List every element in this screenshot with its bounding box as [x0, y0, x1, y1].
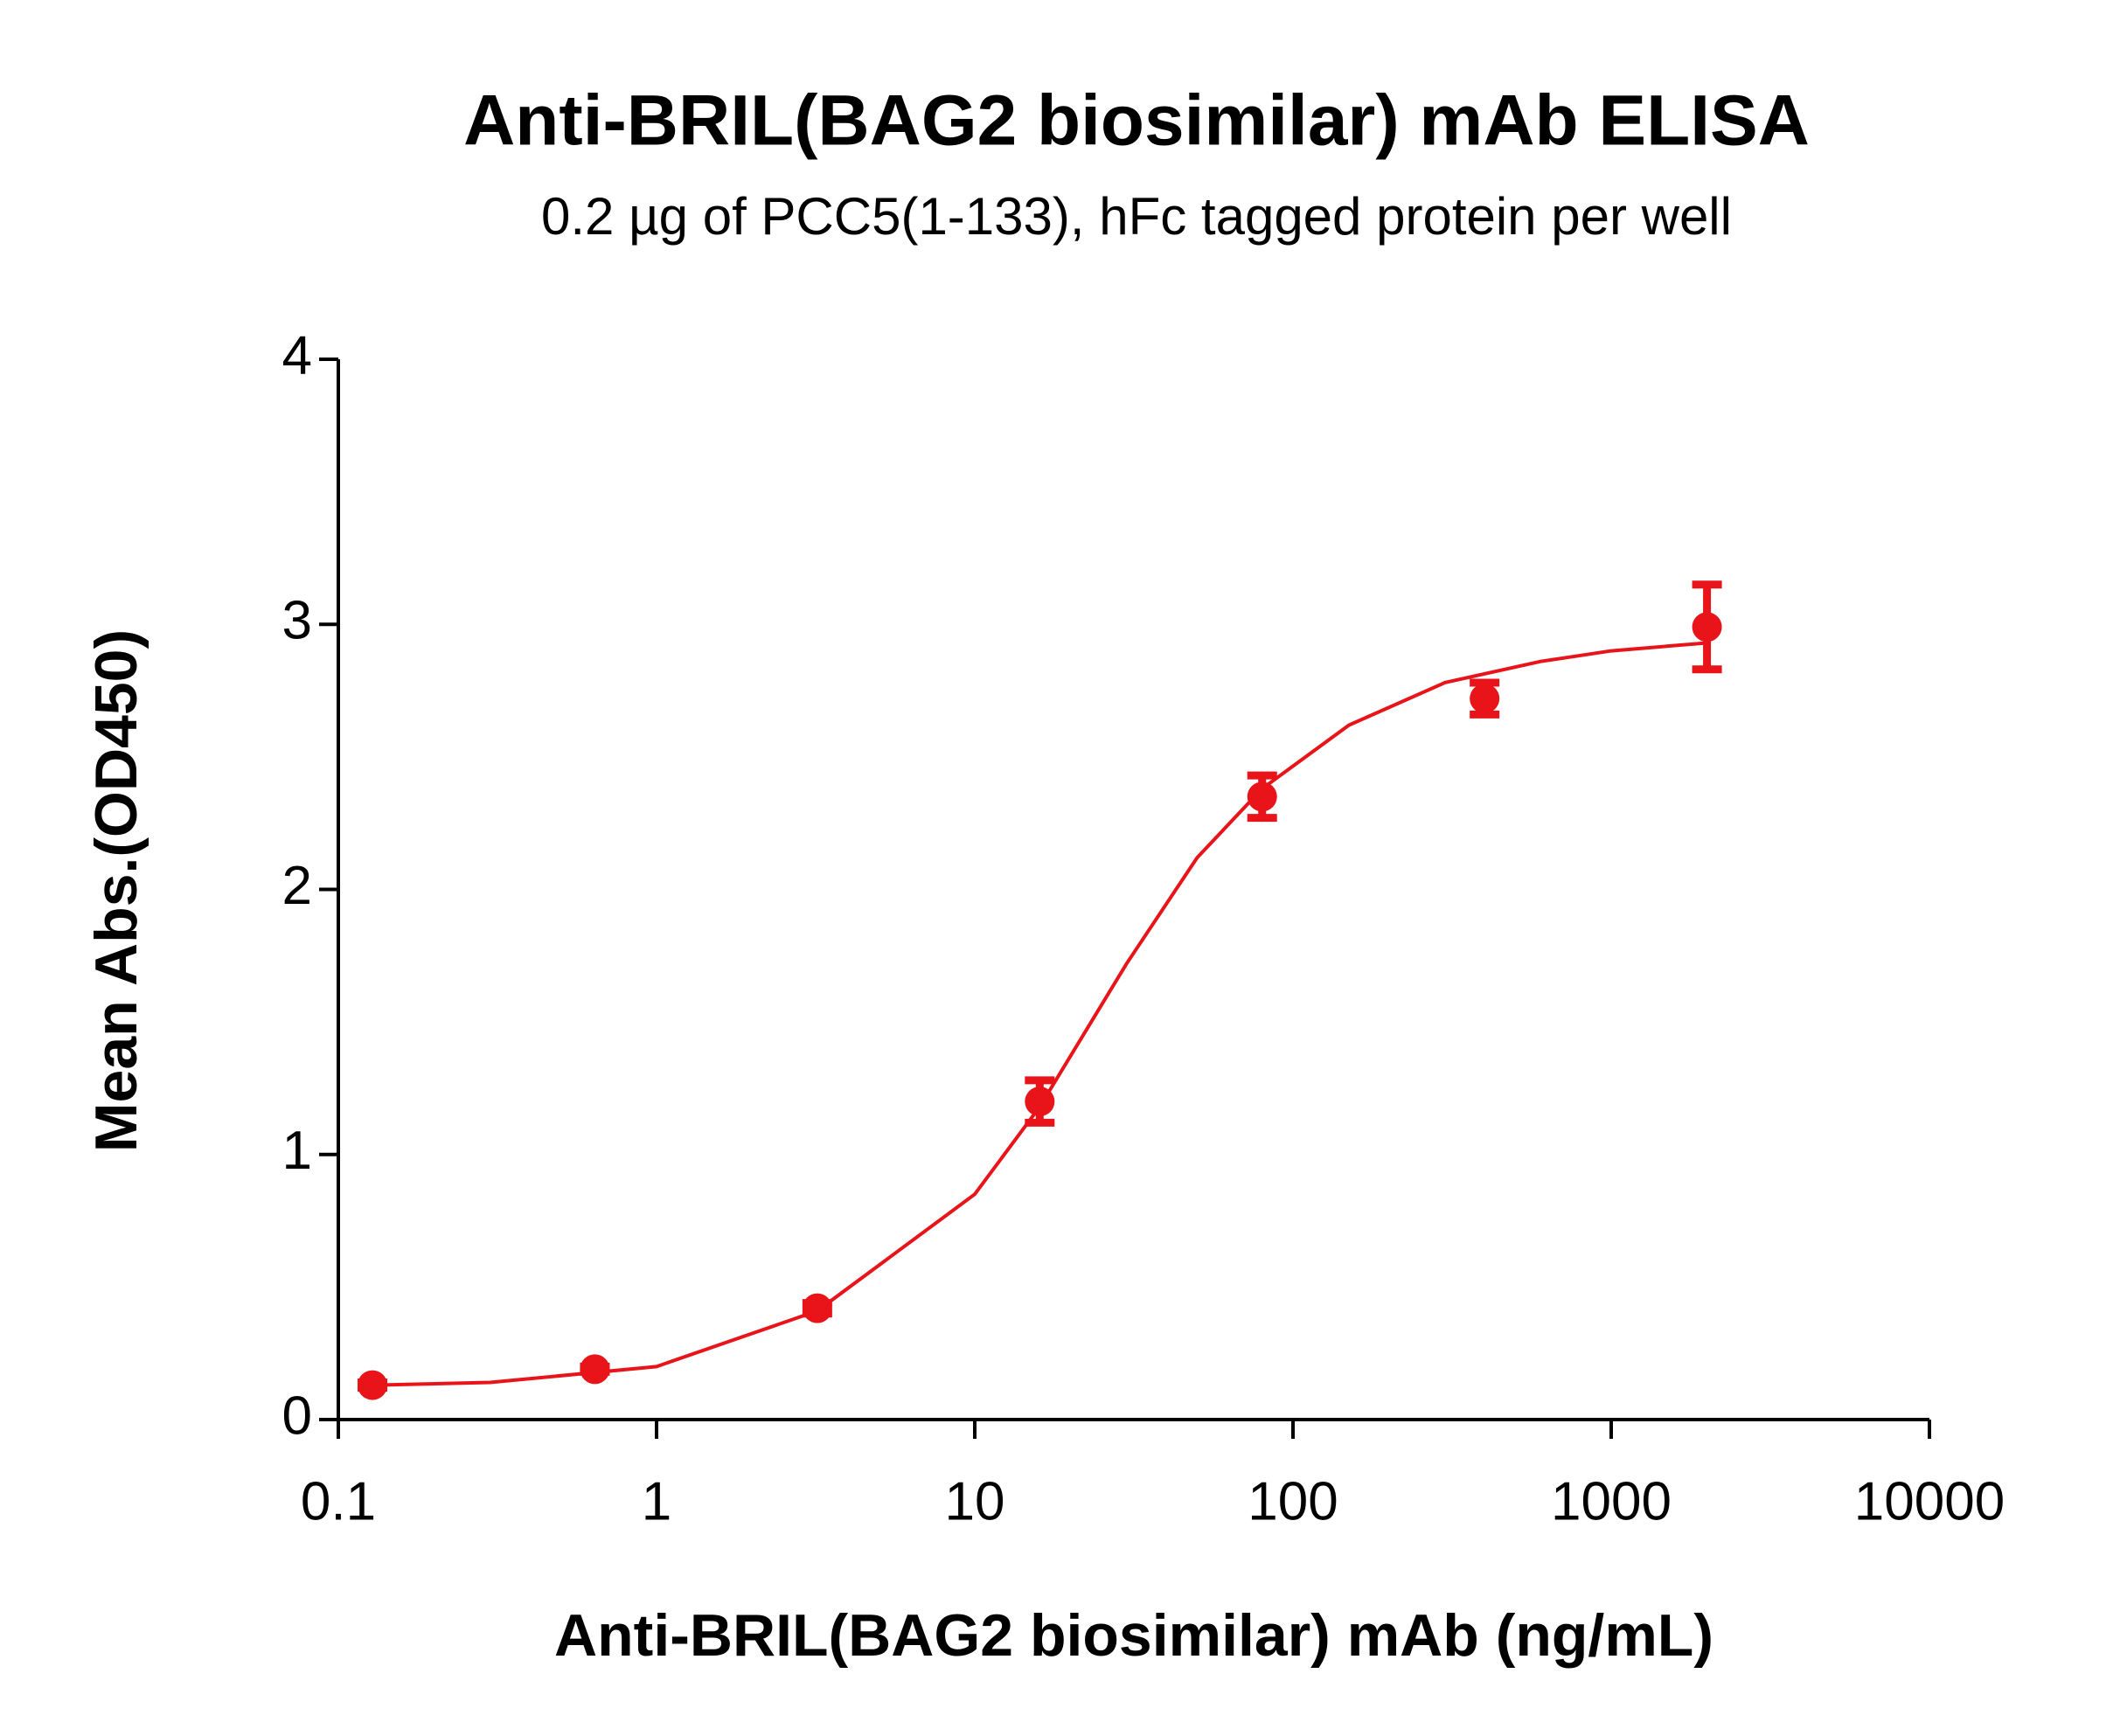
- x-tick-label: 1000: [1551, 1471, 1672, 1531]
- data-point: [1247, 781, 1277, 812]
- x-tick-label: 10000: [1854, 1471, 2005, 1531]
- data-point: [580, 1354, 610, 1385]
- x-tick-label: 100: [1248, 1471, 1338, 1531]
- fit-curve: [374, 641, 1707, 1387]
- y-tick-label: 1: [282, 1121, 312, 1181]
- y-tick-label: 0: [282, 1385, 312, 1446]
- data-point: [1025, 1087, 1055, 1117]
- y-axis-label: Mean Abs.(OD450): [83, 629, 149, 1152]
- data-point: [802, 1293, 832, 1323]
- data-point: [358, 1370, 388, 1400]
- chart-subtitle: 0.2 µg of PCC5(1-133), hFc tagged protei…: [541, 187, 1732, 246]
- y-tick-label: 3: [282, 591, 312, 651]
- data-point: [1692, 612, 1722, 642]
- y-tick-label: 4: [282, 325, 312, 385]
- x-axis-label: Anti-BRIL(BAG2 biosimilar) mAb (ng/mL): [554, 1602, 1713, 1669]
- x-tick-label: 10: [945, 1471, 1005, 1531]
- y-tick-label: 2: [282, 856, 312, 916]
- data-point: [1470, 684, 1500, 714]
- x-tick-label: 1: [642, 1471, 671, 1531]
- chart-title: Anti-BRIL(BAG2 biosimilar) mAb ELISA: [463, 81, 1810, 161]
- x-tick-label: 0.1: [301, 1471, 376, 1531]
